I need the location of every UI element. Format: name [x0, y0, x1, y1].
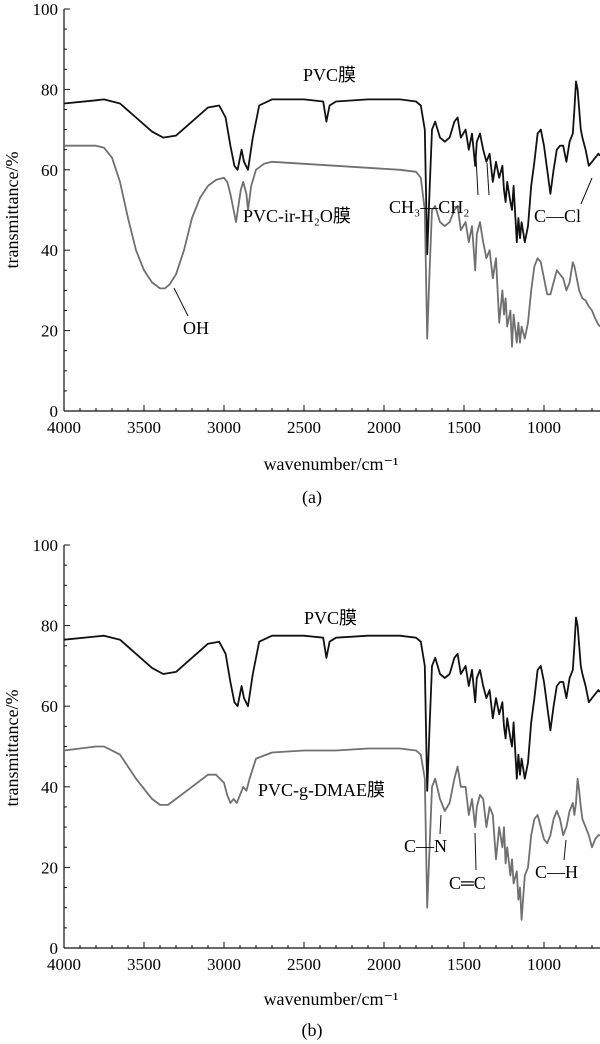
panel-b-x-tick-label: 1500 [447, 955, 481, 974]
panel-a-x-tick-label: 2500 [287, 418, 321, 437]
panel-b-ann-c-n: C—N [404, 836, 447, 856]
panel-b-x-tick-label: 3500 [127, 955, 161, 974]
panel-b-x-tick-label: 2500 [287, 955, 321, 974]
panel-a-series-top-line [63, 80, 600, 256]
panel-a-x-axis-title: wavenumber/cm⁻¹ [264, 454, 399, 474]
panel-b-y-tick-label: 60 [41, 697, 58, 716]
panel-b-plot-area: 4000 3500 3000 2500 2000 1500 1000 0 20 40 60 80 100 [33, 536, 600, 974]
panel-a-y-tick-label: 60 [41, 161, 58, 180]
panel-b-ann-c-h: C—H [535, 862, 578, 882]
panel-a-y-tick-label: 100 [33, 0, 59, 19]
panel-b-y-tick-label: 80 [41, 617, 58, 636]
panel-a-x-tick-label: 4000 [47, 418, 81, 437]
panel-a-ann-ch3-leader [475, 156, 479, 196]
panel-a-ann-c-cl: C—Cl [534, 206, 581, 226]
panel-a-ann-ch2-leader [486, 162, 490, 196]
panel-a-ann-oh-leader [173, 287, 189, 317]
panel-a-x-tick-label: 3000 [207, 418, 241, 437]
panel-b-label-pvc: PVC膜 [304, 608, 357, 628]
panel-b-y-axis-title: transmittance/% [2, 690, 22, 807]
panel-a-x-tick-label: 3500 [127, 418, 161, 437]
panel-a-y-tick-label: 0 [50, 402, 59, 421]
panel-a-series-bottom-line [64, 144, 600, 348]
panel-b-caption: (b) [302, 1020, 323, 1041]
panel-b-x-tick-label: 2000 [367, 955, 401, 974]
panel-a-caption: (a) [302, 487, 322, 508]
panel-a-label-pvc: PVC膜 [303, 65, 356, 85]
panel-a-x-tick-label: 1500 [447, 418, 481, 437]
panel-a-y-tick-label: 80 [41, 80, 58, 99]
panel-b-y-tick-label: 100 [33, 536, 59, 555]
panel-b-x-tick-label: 4000 [47, 955, 81, 974]
panel-a-ann-c-cl-leader [580, 177, 593, 205]
panel-a-x-tick-label: 1000 [527, 418, 561, 437]
panel-b-x-axis-title: wavenumber/cm⁻¹ [264, 989, 399, 1009]
panel-a-y-tick-label: 20 [41, 322, 58, 341]
panel-b-ann-c-c: C═C [449, 873, 486, 893]
panel-b-label-pvc-g-dmae: PVC-g-DMAE膜 [258, 780, 385, 800]
panel-a-y-tick-label: 40 [41, 241, 58, 260]
panel-a: 4000 3500 3000 2500 2000 1500 1000 0 20 40 60 80 100… [2, 0, 600, 508]
panel-b-y-tick-label: 20 [41, 858, 58, 877]
panel-b-ann-c-c-leader [474, 832, 477, 871]
panel-b-ann-c-h-leader [563, 839, 567, 861]
panel-a-ann-ch3-ch2: CH₃—CH₂ [389, 197, 470, 217]
panel-b-y-tick-label: 40 [41, 778, 58, 797]
panel-a-y-axis-title: transmittance/% [2, 152, 22, 269]
panel-b-y-tick-label: 0 [50, 939, 59, 958]
panel-a-x-tick-label: 2000 [367, 418, 401, 437]
panel-b-x-tick-label: 1000 [527, 955, 561, 974]
panel-b-ann-c-n-leader [439, 814, 442, 835]
panel-a-label-pvc-ir-h2o: PVC-ir-H₂O膜 [243, 206, 351, 226]
panel-b-series-top-line [63, 616, 600, 792]
panel-b-x-tick-label: 3000 [207, 955, 241, 974]
panel-a-plot-area: 4000 3500 3000 2500 2000 1500 1000 0 20 40 60 80 100 [33, 0, 600, 437]
panel-a-ann-oh: OH [183, 318, 209, 338]
panel-b: 4000 3500 3000 2500 2000 1500 1000 0 20 40 60 80 100… [2, 536, 600, 1041]
panel-b-series-bottom-line [63, 745, 600, 921]
